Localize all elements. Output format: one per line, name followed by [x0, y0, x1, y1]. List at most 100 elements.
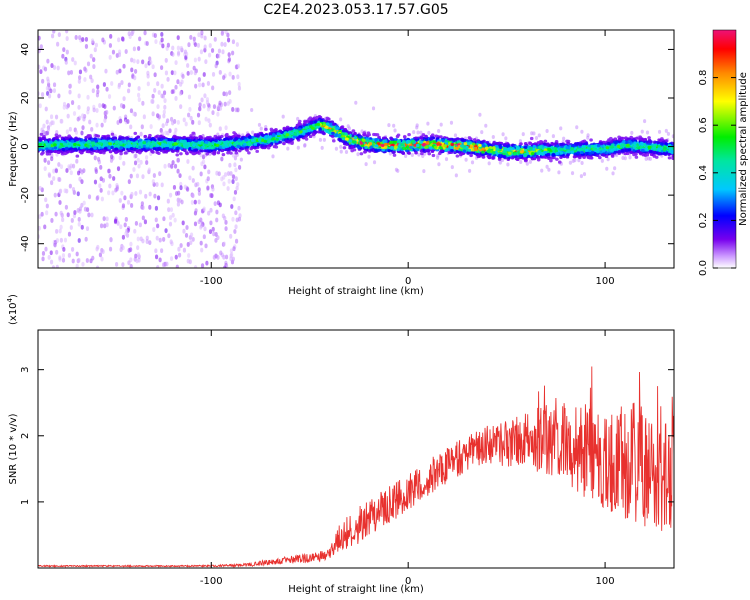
spectral-noise-cell: [197, 120, 201, 126]
spectral-noise-cell: [214, 253, 218, 259]
spectral-noise-cell: [89, 53, 93, 59]
spectral-noise-cell: [199, 217, 203, 223]
spectral-noise-cell: [50, 63, 54, 68]
spectral-noise-cell: [222, 174, 226, 180]
spectral-noise-cell: [205, 260, 209, 266]
spectral-noise-cell: [110, 81, 114, 86]
spectral-noise-cell: [174, 84, 178, 90]
spectral-noise-cell: [50, 156, 54, 162]
spectral-noise-cell: [192, 65, 196, 71]
spectral-noise-cell: [99, 223, 104, 229]
spectral-noise-cell: [203, 164, 207, 170]
spectral-noise-cell: [44, 106, 48, 112]
spectral-noise-cell: [65, 30, 69, 34]
spectral-noise-cell: [81, 125, 85, 131]
spectral-noise-cell: [193, 42, 198, 48]
spectral-noise-cell: [193, 57, 197, 63]
spectral-ridge-cell: [39, 132, 44, 136]
spectral-noise-cell: [174, 254, 178, 260]
spectral-noise-cell: [200, 161, 204, 167]
spectral-noise-cell: [189, 115, 193, 121]
spectral-noise-cell: [74, 130, 79, 135]
spectral-noise-cell: [160, 182, 164, 188]
spectral-noise-cell: [199, 223, 204, 229]
spectral-noise-cell: [84, 236, 88, 242]
spectral-noise-cell: [57, 93, 61, 99]
spectral-noise-cell: [166, 198, 170, 204]
spectral-noise-cell: [41, 251, 46, 256]
spectral-noise-cell: [90, 78, 94, 84]
spectral-noise-cell: [168, 221, 173, 227]
spectral-noise-cell: [194, 83, 198, 89]
spectral-noise-cell: [95, 265, 100, 268]
spectral-noise-cell: [194, 208, 198, 214]
spectral-noise-cell: [141, 238, 145, 244]
spectral-noise-cell: [56, 65, 60, 71]
spectral-noise-cell: [141, 205, 145, 211]
spectral-noise-cell: [133, 160, 138, 166]
spectral-noise-cell: [605, 166, 609, 171]
spectral-noise-cell: [197, 187, 201, 192]
spectral-noise-cell: [470, 160, 475, 165]
spectral-noise-cell: [229, 253, 233, 259]
spectral-noise-cell: [519, 160, 523, 165]
spectral-noise-cell: [559, 126, 563, 131]
spectral-noise-cell: [126, 199, 131, 205]
spectral-noise-cell: [233, 162, 237, 168]
spectral-noise-cell: [206, 106, 211, 112]
spectral-noise-cell: [69, 225, 73, 230]
spectral-noise-cell: [191, 193, 195, 199]
spectral-noise-cell: [123, 222, 127, 228]
spectral-noise-cell: [197, 77, 201, 82]
spectral-noise-cell: [45, 203, 49, 209]
spectral-ridge-cell: [588, 156, 592, 160]
spectral-noise-cell: [77, 79, 81, 84]
spectral-noise-cell: [388, 151, 392, 156]
spectral-noise-cell: [134, 220, 139, 226]
spectral-noise-cell: [216, 235, 220, 240]
spectral-noise-cell: [95, 122, 99, 128]
spectral-noise-cell: [65, 129, 69, 135]
spectral-noise-cell: [162, 216, 166, 222]
spectral-noise-cell: [137, 97, 141, 103]
spectral-noise-cell: [219, 250, 223, 256]
spectral-ridge-cell: [359, 152, 364, 156]
spectral-noise-cell: [568, 160, 572, 165]
spectral-noise-cell: [43, 224, 47, 230]
spectral-noise-cell: [134, 191, 138, 196]
spectral-noise-cell: [164, 228, 168, 234]
spectral-noise-cell: [58, 177, 62, 183]
spectral-noise-cell: [122, 63, 126, 69]
spectral-noise-cell: [115, 186, 119, 192]
spectral-ridge-cell: [472, 138, 477, 142]
spectral-noise-cell: [54, 168, 59, 174]
spectral-noise-cell: [47, 173, 52, 179]
spectral-noise-cell: [235, 185, 239, 191]
spectral-noise-cell: [193, 265, 198, 268]
spectral-noise-cell: [149, 124, 153, 129]
spectral-noise-cell: [202, 206, 206, 212]
spectral-noise-cell: [189, 34, 193, 40]
spectral-noise-cell: [205, 100, 210, 105]
spectral-noise-cell: [56, 41, 60, 47]
spectral-noise-cell: [103, 223, 107, 229]
spectral-noise-cell: [222, 91, 226, 97]
spectral-noise-cell: [77, 170, 81, 176]
spectral-ridge-cell: [221, 153, 226, 157]
spectral-noise-cell: [500, 158, 505, 163]
spectral-noise-cell: [191, 178, 195, 183]
spectral-noise-cell: [498, 160, 502, 165]
spectral-noise-cell: [58, 200, 62, 205]
spectral-noise-cell: [271, 154, 275, 159]
spectral-noise-cell: [49, 88, 53, 94]
spectral-noise-cell: [169, 239, 173, 245]
spectral-noise-cell: [204, 116, 208, 122]
spectral-ridge-cell: [519, 142, 523, 146]
spectral-noise-cell: [239, 157, 243, 162]
spectral-noise-cell: [127, 179, 131, 185]
spectral-ridge-cell: [589, 138, 593, 142]
spectral-noise-cell: [232, 196, 236, 202]
spectral-noise-cell: [45, 210, 49, 216]
spectral-noise-cell: [91, 88, 95, 94]
spectral-noise-cell: [122, 96, 126, 102]
